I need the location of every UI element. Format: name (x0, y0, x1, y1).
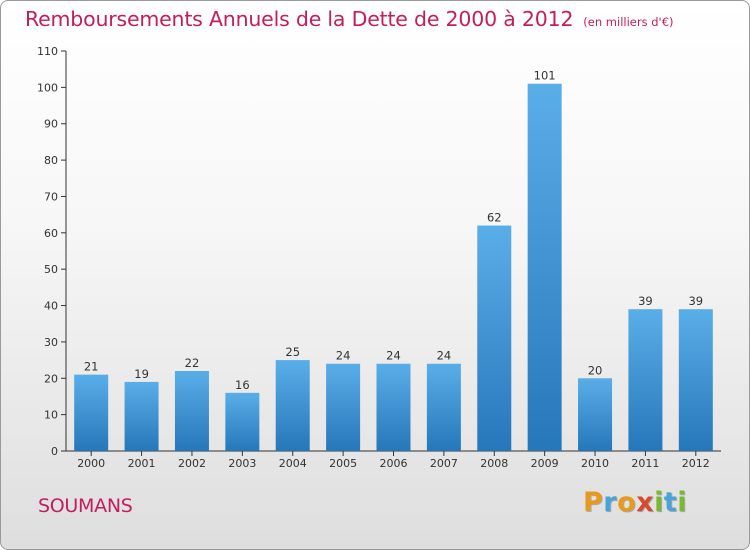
bar-2001 (124, 381, 159, 451)
logo-letter: t (663, 487, 678, 518)
y-tick-label: 30 (44, 336, 58, 349)
bar-2002 (174, 371, 209, 451)
y-tick-label: 10 (44, 409, 58, 422)
commune-name: SOUMANS (38, 495, 133, 517)
bar-2005 (326, 363, 361, 451)
bar-value-label: 101 (534, 69, 556, 83)
proxiti-logo: Proxiti (583, 487, 687, 518)
y-tick-label: 100 (37, 81, 58, 94)
x-tick-label: 2000 (77, 457, 105, 470)
bar-value-label: 25 (285, 345, 300, 359)
bar-2012 (678, 309, 713, 451)
chart-title-text: Remboursements Annuels de la Dette de 20… (25, 7, 574, 31)
y-tick-label: 80 (44, 154, 58, 167)
x-tick-label: 2001 (128, 457, 156, 470)
bar-2009 (527, 83, 562, 452)
bar-value-label: 21 (84, 360, 99, 374)
bar-value-label: 62 (487, 211, 502, 225)
y-tick-label: 50 (44, 263, 58, 276)
x-tick-label: 2006 (380, 457, 408, 470)
bar-2007 (426, 363, 461, 451)
x-tick-label: 2009 (531, 457, 559, 470)
bar-value-label: 22 (185, 356, 200, 370)
x-tick-label: 2011 (631, 457, 659, 470)
x-tick-label: 2005 (329, 457, 357, 470)
logo-letter: o (617, 487, 637, 518)
x-tick-label: 2003 (228, 457, 256, 470)
bar-value-label: 20 (588, 363, 603, 377)
y-tick-label: 110 (37, 45, 58, 58)
x-tick-label: 2002 (178, 457, 206, 470)
chart-title: Remboursements Annuels de la Dette de 20… (25, 7, 674, 31)
logo-letter: P (583, 487, 604, 518)
chart-unit: (en milliers d'€) (583, 15, 674, 29)
bar-2000 (74, 374, 109, 451)
x-tick-label: 2004 (279, 457, 307, 470)
bar-value-label: 24 (437, 349, 452, 363)
y-tick-label: 90 (44, 118, 58, 131)
logo-letter: i (654, 487, 664, 518)
bar-value-label: 16 (235, 378, 250, 392)
x-tick-label: 2007 (430, 457, 458, 470)
bar-2010 (578, 378, 613, 451)
logo-letter: r (603, 487, 618, 518)
bar-value-label: 39 (638, 294, 653, 308)
chart-axes: 0 10 20 30 40 50 60 70 80 90 100 110 2000 2001 2002 200… (37, 45, 721, 470)
y-tick-label: 60 (44, 227, 58, 240)
x-tick-label: 2008 (480, 457, 508, 470)
bar-value-label: 39 (688, 294, 703, 308)
bar-2008 (477, 225, 512, 451)
y-tick-label: 0 (51, 445, 58, 458)
chart-bars: 21 19 22 16 25 24 24 24 62 101 20 39 39 (74, 69, 713, 452)
logo-letter: i (677, 487, 688, 518)
bar-value-label: 24 (386, 349, 401, 363)
x-tick-label: 2010 (581, 457, 609, 470)
bar-2011 (628, 309, 663, 451)
y-tick-label: 20 (44, 372, 58, 385)
y-tick-label: 70 (44, 190, 58, 203)
bar-value-label: 19 (134, 367, 149, 381)
logo-letter: x (636, 487, 655, 518)
bar-2003 (225, 392, 260, 451)
bar-2006 (376, 363, 411, 451)
x-tick-label: 2012 (682, 457, 710, 470)
y-tick-label: 40 (44, 300, 58, 313)
bar-value-label: 24 (336, 349, 351, 363)
bar-2004 (275, 360, 310, 451)
